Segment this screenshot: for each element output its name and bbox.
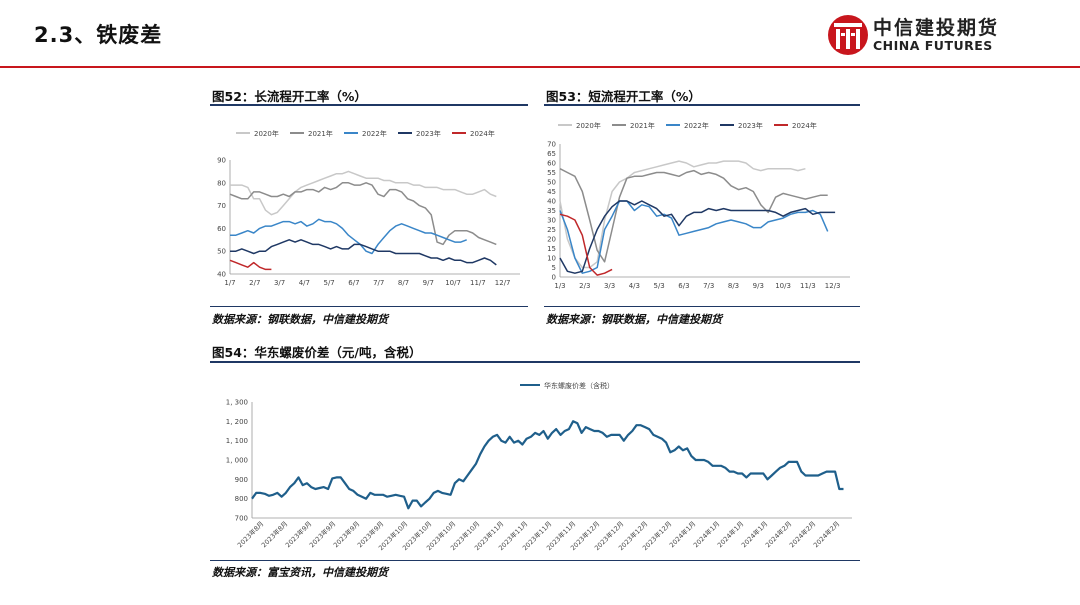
fig52-title: 图52：长流程开工率（%）	[212, 89, 367, 104]
fig53-x-tick-label: 8/3	[728, 282, 739, 290]
fig52-y-tick-label: 60	[217, 225, 226, 233]
fig53-y-tick-label: 20	[547, 236, 556, 244]
fig53-y-tick-label: 0	[552, 274, 556, 282]
fig52-x-tick-label: 9/7	[423, 279, 434, 287]
fig53-series-line	[559, 213, 613, 276]
fig53-y-tick-label: 10	[547, 255, 556, 263]
fig53-x-tick-label: 11/3	[800, 282, 816, 290]
fig53-y-tick-label: 40	[547, 198, 556, 206]
fig52-legend-label: 2024年	[470, 129, 495, 138]
fig53-y-tick-label: 15	[547, 245, 556, 253]
fig53-y-tick-label: 65	[547, 150, 556, 158]
fig53-x-tick-label: 10/3	[775, 282, 791, 290]
fig52-x-tick-label: 6/7	[348, 279, 359, 287]
fig53-y-tick-label: 50	[547, 179, 556, 187]
fig52-legend-label: 2021年	[308, 129, 333, 138]
fig52-x-tick-label: 3/7	[274, 279, 285, 287]
fig53-series-line	[559, 168, 828, 263]
fig54-y-tick-label: 1, 000	[226, 457, 248, 465]
fig52-series-line	[230, 239, 497, 266]
fig54-top-rule	[210, 361, 860, 363]
fig52-x-tick-label: 7/7	[373, 279, 384, 287]
fig53-legend-label: 2020年	[576, 121, 601, 130]
fig53-legend-label: 2021年	[630, 121, 655, 130]
fig52-legend-label: 2022年	[362, 129, 387, 138]
fig52-x-tick-label: 12/7	[495, 279, 511, 287]
fig53-series-line	[559, 160, 806, 269]
fig52-legend-label: 2020年	[254, 129, 279, 138]
fig53-x-tick-label: 2/3	[579, 282, 590, 290]
section-title: 2.3、铁废差	[34, 23, 163, 47]
fig52-x-tick-label: 2/7	[249, 279, 260, 287]
fig53-x-tick-label: 1/3	[554, 282, 565, 290]
company-logo: 中信建投期货 CHINA FUTURES	[826, 13, 1066, 59]
fig54-legend-label: 华东螺废价差（含税）	[544, 381, 614, 390]
fig53-y-tick-label: 25	[547, 226, 556, 234]
fig52-x-tick-label: 8/7	[398, 279, 409, 287]
fig53-title: 图53：短流程开工率（%）	[546, 89, 701, 104]
fig52-series-line	[229, 182, 497, 246]
fig52-y-tick-label: 90	[217, 157, 226, 165]
fig53-y-tick-label: 55	[547, 169, 556, 177]
fig54-y-tick-label: 1, 200	[226, 418, 248, 426]
fig53-x-tick-label: 9/3	[753, 282, 764, 290]
fig54-x-tick-label: 2024年2月	[811, 519, 841, 549]
fig52-x-tick-label: 10/7	[445, 279, 461, 287]
fig52-x-tick-label: 1/7	[224, 279, 235, 287]
fig53-legend-label: 2022年	[684, 121, 709, 130]
fig53-legend-label: 2023年	[738, 121, 763, 130]
fig52-series-line	[230, 170, 497, 216]
fig54-source: 数据来源：富宝资讯，中信建投期货	[212, 566, 388, 579]
fig54-series-line	[251, 420, 844, 510]
fig52-x-tick-label: 5/7	[324, 279, 335, 287]
fig52-y-tick-label: 80	[217, 179, 226, 187]
fig52-series-line	[229, 259, 272, 271]
fig53-bottom-rule	[544, 306, 860, 307]
fig54-y-tick-label: 900	[235, 476, 248, 484]
fig53-x-tick-label: 3/3	[604, 282, 615, 290]
fig52-bottom-rule	[210, 306, 528, 307]
fig53-x-tick-label: 7/3	[703, 282, 714, 290]
fig53-x-tick-label: 6/3	[678, 282, 689, 290]
fig53-source: 数据来源：钢联数据，中信建投期货	[546, 313, 722, 326]
logo-text-en: CHINA FUTURES	[873, 38, 993, 53]
fig54-title: 图54：华东螺废价差（元/吨，含税）	[212, 345, 422, 360]
fig52-x-tick-label: 11/7	[470, 279, 486, 287]
fig52-y-tick-label: 40	[217, 271, 226, 279]
header-divider	[0, 66, 1080, 68]
fig52-top-rule	[210, 104, 528, 106]
fig52-y-tick-label: 50	[217, 248, 226, 256]
fig53-x-tick-label: 5/3	[654, 282, 665, 290]
fig52-series-line	[230, 218, 467, 255]
fig54-bottom-rule	[210, 560, 860, 561]
fig53-x-tick-label: 12/3	[825, 282, 841, 290]
fig52-chart: 2020年 2021年 2022年 2023年 2024年 40 50 60 70 80 90 1/7…	[217, 129, 520, 287]
fig53-y-tick-label: 5	[552, 264, 556, 272]
fig54-y-tick-label: 1, 100	[226, 437, 248, 445]
logo-text-cn: 中信建投期货	[873, 17, 1000, 39]
fig54-y-tick-label: 1, 300	[226, 399, 248, 407]
fig54-chart: 华东螺废价差（含税） 700 800 900 1, 000 1, 100 1, 200 1, …	[226, 381, 852, 552]
fig53-y-tick-label: 60	[547, 160, 556, 168]
fig53-x-tick-label: 4/3	[629, 282, 640, 290]
fig53-top-rule	[544, 104, 860, 106]
fig52-source: 数据来源：钢联数据，中信建投期货	[212, 313, 388, 326]
fig52-x-tick-label: 4/7	[299, 279, 310, 287]
fig53-y-tick-label: 30	[547, 217, 556, 225]
fig53-chart: 2020年 2021年 2022年 2023年 2024年051015202530354…	[547, 121, 850, 290]
fig53-series-line	[559, 200, 836, 274]
fig53-y-tick-label: 70	[547, 141, 556, 149]
top-bar: 2.3、铁废差 中信建投期货 CHINA FUTURES	[0, 0, 1080, 70]
fig52-y-tick-label: 70	[217, 202, 226, 210]
citic-logo-icon	[828, 15, 868, 55]
fig53-series-line	[559, 200, 829, 274]
fig53-y-tick-label: 35	[547, 207, 556, 215]
fig54-y-tick-label: 700	[235, 515, 248, 523]
fig53-legend-label: 2024年	[792, 121, 817, 130]
fig52-legend-label: 2023年	[416, 129, 441, 138]
fig53-y-tick-label: 45	[547, 188, 556, 196]
fig54-y-tick-label: 800	[235, 495, 248, 503]
